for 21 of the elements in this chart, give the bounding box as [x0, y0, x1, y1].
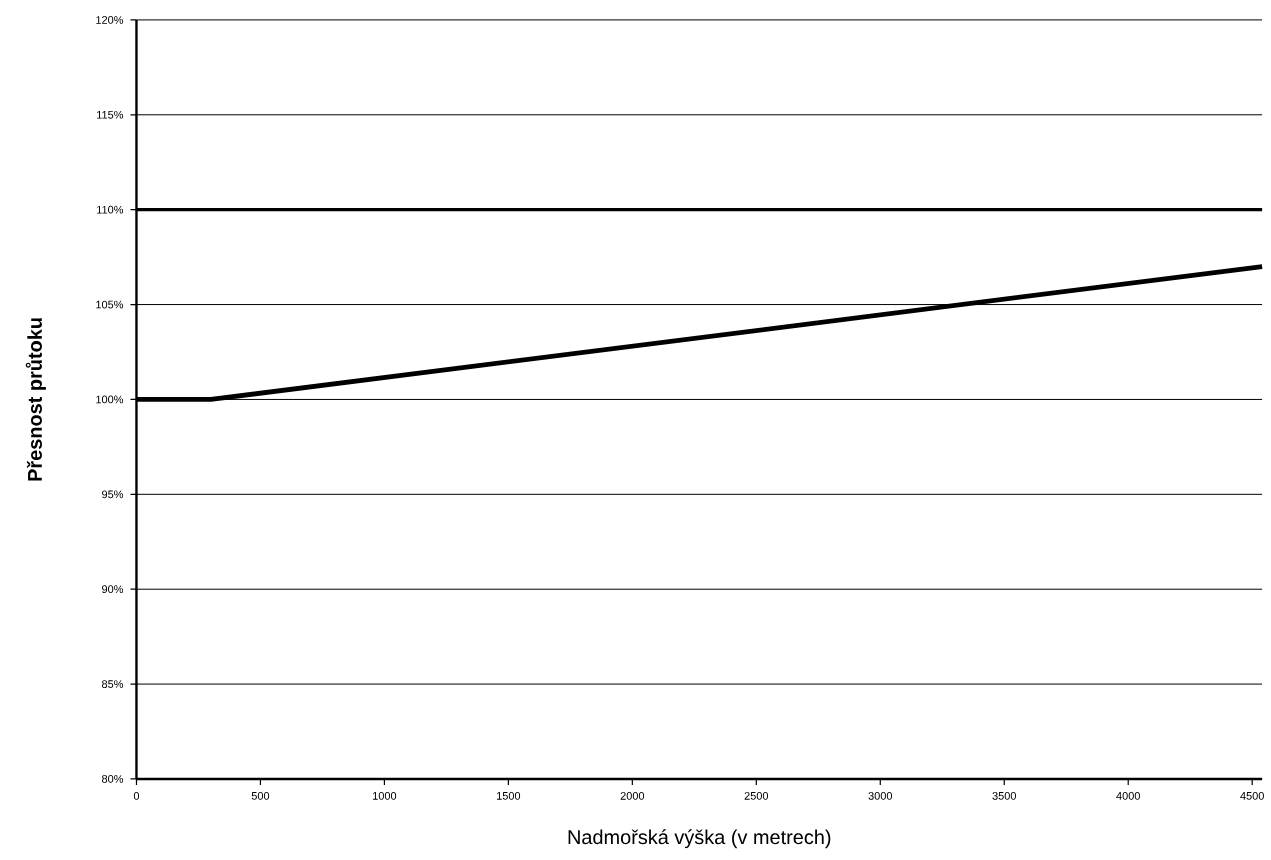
y-tick-label: 115%: [97, 111, 124, 119]
x-tick-label: 500: [251, 792, 270, 800]
y-tick-label: 100%: [96, 395, 124, 404]
y-axis-title: Přesnost průtoku: [25, 318, 46, 481]
y-tick-label: 85%: [101, 680, 124, 689]
x-axis-title: Nadmořská výška (v metrech): [568, 829, 831, 849]
y-tick-label: 120%: [96, 16, 124, 24]
x-tick-label: 0: [133, 792, 140, 800]
y-tick-label: 110%: [97, 205, 124, 214]
x-tick-label: 3500: [992, 792, 1016, 800]
y-tick-label: 80%: [101, 775, 124, 784]
x-tick-label: 4000: [1116, 792, 1140, 800]
y-tick-label: 105%: [96, 300, 124, 309]
x-tick-label: 1500: [497, 792, 521, 800]
x-tick-label: 2500: [744, 792, 769, 800]
x-tick-label: 4500: [1240, 792, 1264, 800]
y-tick-label: 90%: [102, 585, 124, 594]
x-tick-label: 3000: [868, 792, 893, 800]
x-tick-label: 2000: [620, 792, 645, 800]
x-tick-label: 1000: [373, 792, 397, 800]
y-tick-label: 95%: [102, 490, 124, 499]
